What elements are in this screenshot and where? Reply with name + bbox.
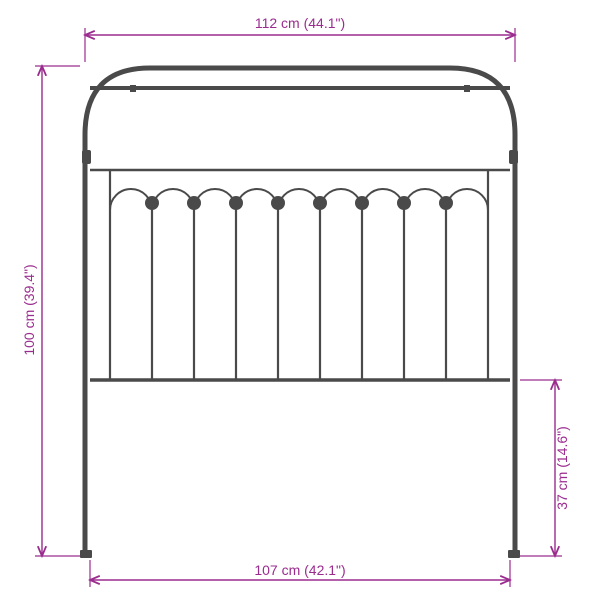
label-right-leg-height: 37 cm (14.6") <box>554 426 570 510</box>
label-top-width: 112 cm (44.1") <box>255 15 345 31</box>
dimension-left-height: 100 cm (39.4") <box>21 66 80 556</box>
label-left-height: 100 cm (39.4") <box>21 264 37 355</box>
headboard-frame <box>80 68 520 558</box>
headboard-diagram: 112 cm (44.1") 100 cm (39.4") 107 cm (42… <box>0 0 600 600</box>
dimension-top-width: 112 cm (44.1") <box>85 15 515 62</box>
label-inner-width: 107 cm (42.1") <box>254 562 345 578</box>
dimension-right-leg-height: 37 cm (14.6") <box>520 380 570 556</box>
dimension-inner-width: 107 cm (42.1") <box>90 560 510 587</box>
decorative-panel <box>90 170 510 380</box>
